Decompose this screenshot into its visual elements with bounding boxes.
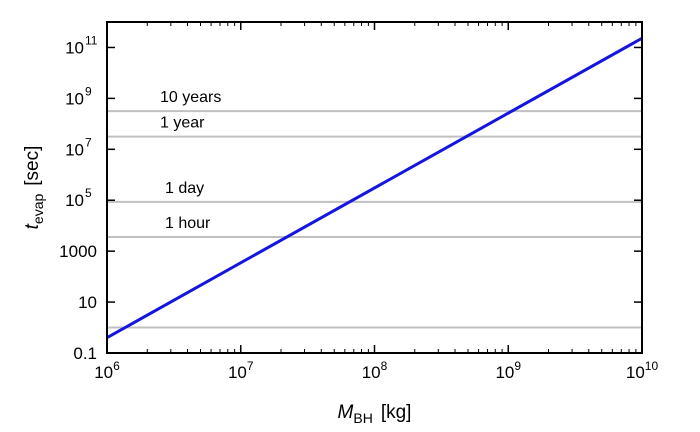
x-tick-base: 10 (362, 363, 381, 382)
y-tick-label: 10 (65, 191, 84, 210)
x-tick-base: 10 (495, 363, 514, 382)
x-tick-exponent: 10 (645, 359, 659, 373)
reference-line-label: 1 year (160, 115, 205, 132)
series-line (106, 36, 643, 339)
y-tick-label: 10 (65, 140, 84, 159)
x-tick-label: 1010 (626, 359, 659, 382)
reference-line-label: 10 years (160, 89, 221, 106)
x-tick-label: 109 (495, 359, 521, 382)
series-layer (106, 36, 643, 339)
x-tick-base: 10 (228, 363, 247, 382)
x-axis-label-main: M (338, 402, 354, 423)
x-axis-label-sub: BH (353, 410, 372, 426)
x-axis-ticks: 106 107 108 109 1010 (94, 22, 658, 382)
x-axis-label-unit: [kg] (381, 402, 412, 423)
x-tick-base: 10 (626, 363, 645, 382)
y-tick-exponent: 9 (85, 84, 92, 98)
x-tick-base: 10 (94, 363, 113, 382)
reference-lines (107, 110, 642, 329)
x-tick-exponent: 8 (381, 359, 388, 373)
y-tick-label: 1000 (59, 242, 97, 261)
x-tick-exponent: 9 (514, 359, 521, 373)
x-tick-label: 108 (362, 359, 388, 382)
y-tick-exponent: 5 (85, 186, 92, 200)
y-axis-label-main: t (22, 223, 43, 229)
y-tick-base: 10 (65, 38, 84, 57)
reference-line-label: 1 hour (165, 215, 211, 232)
x-axis-label: MBH [kg] (338, 402, 412, 426)
y-tick-base: 1000 (59, 242, 97, 261)
x-tick-label: 106 (94, 359, 120, 382)
x-tick-exponent: 7 (247, 359, 254, 373)
y-axis-label-unit: [sec] (22, 146, 43, 186)
y-tick-base: 10 (65, 191, 84, 210)
y-tick-exponent: 11 (85, 33, 98, 47)
reference-line-label: 1 day (165, 180, 204, 197)
y-tick-label: 10 (65, 38, 84, 57)
y-tick-base: 10 (65, 140, 84, 159)
y-tick-base: 0.1 (73, 344, 97, 363)
x-tick-label: 107 (228, 359, 254, 382)
x-tick-exponent: 6 (113, 359, 120, 373)
reference-labels: 10 years 1 year 1 day 1 hour (160, 89, 221, 232)
y-tick-base: 10 (78, 293, 97, 312)
y-axis-label-sub: evap (30, 194, 46, 225)
y-tick-exponent: 7 (85, 135, 92, 149)
y-tick-base: 10 (65, 89, 84, 108)
y-tick-label: 10 (65, 89, 84, 108)
y-axis-label: tevap [sec] (22, 146, 46, 230)
y-tick-label: 0.1 (73, 344, 97, 363)
y-tick-label: 10 (78, 293, 97, 312)
